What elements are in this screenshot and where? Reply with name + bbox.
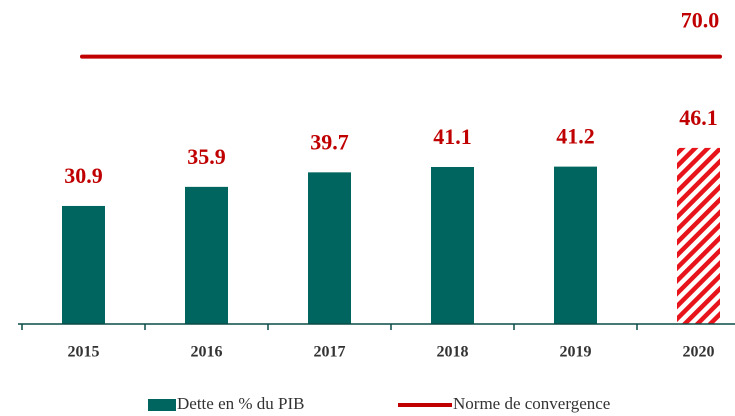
- data-label: 41.1: [433, 124, 472, 149]
- bar: [677, 147, 720, 324]
- legend-label: Dette en % du PIB: [177, 394, 304, 413]
- legend-swatch: [148, 399, 176, 411]
- bar: [62, 205, 105, 324]
- data-label: 41.2: [556, 124, 595, 149]
- x-tick-label: 2018: [437, 344, 469, 361]
- x-tick-label: 2016: [191, 344, 223, 361]
- bar: [554, 166, 597, 324]
- data-label: 30.9: [64, 163, 103, 188]
- data-label: 70.0: [681, 8, 720, 33]
- data-label: 39.7: [310, 129, 349, 154]
- bar: [431, 166, 474, 324]
- x-tick-label: 2015: [68, 344, 100, 361]
- bar: [185, 186, 228, 324]
- legend-label: Norme de convergence: [453, 394, 610, 413]
- legend: Dette en % du PIB Norme de convergence: [148, 394, 610, 413]
- x-tick-label: 2020: [683, 344, 715, 361]
- bar: [308, 172, 351, 324]
- x-tick-label: 2017: [314, 344, 346, 361]
- data-label: 35.9: [187, 144, 226, 169]
- data-label: 46.1: [679, 105, 718, 130]
- x-tick-label: 2019: [560, 344, 592, 361]
